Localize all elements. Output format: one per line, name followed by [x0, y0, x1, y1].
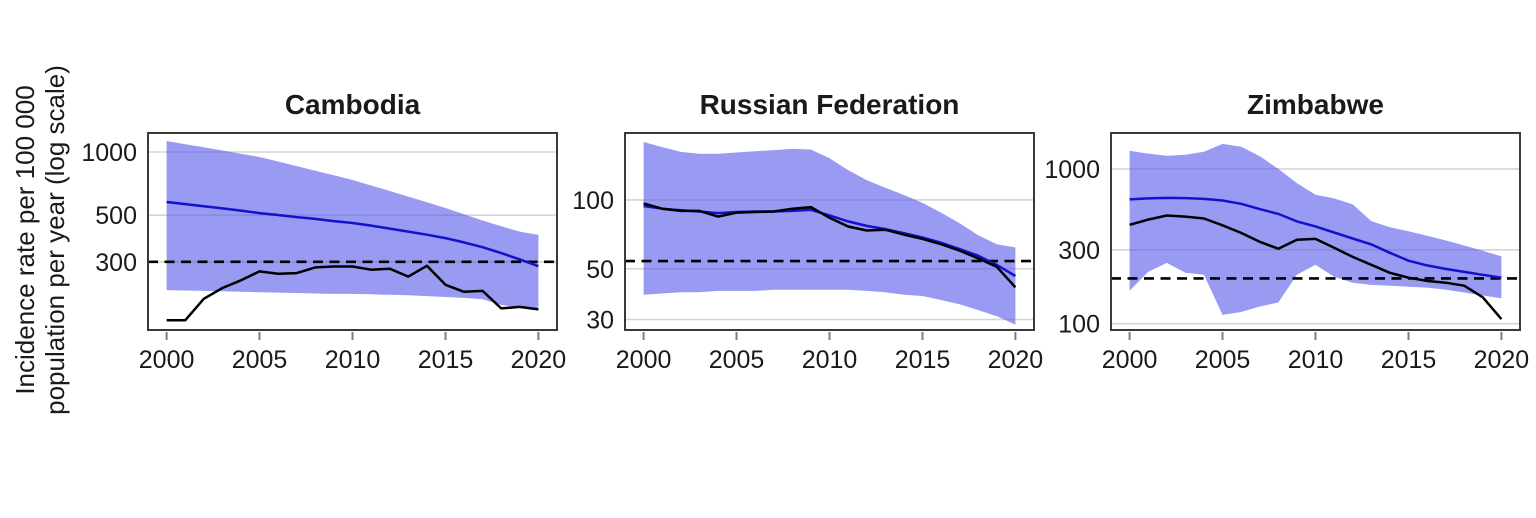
y-axis-tick-label: 50	[586, 256, 614, 284]
x-axis-tick-label: 2005	[1195, 346, 1251, 374]
chart-title: Zimbabwe	[1247, 89, 1384, 120]
estimate-line	[1129, 196, 1502, 279]
x-axis-tick-label: 2000	[139, 346, 195, 374]
plot-border	[624, 132, 1035, 331]
y-axis-tick-label: 100	[572, 187, 614, 215]
y-axis-tick-label: 1000	[81, 139, 137, 167]
plot-border	[1110, 132, 1521, 331]
x-axis-tick-label: 2015	[1381, 346, 1437, 374]
chart-panel-zimbabwe: 2000 2005 2010 2015 2020 1000 300 100 Zimbabwe	[1044, 89, 1529, 374]
chart-title: Russian Federation	[700, 89, 960, 120]
x-axis-tick-label: 2000	[1102, 346, 1158, 374]
x-axis-tick-label: 2010	[1288, 346, 1344, 374]
y-axis-tick-label: 300	[95, 249, 137, 277]
y-axis-label-line2: population per year (log scale)	[40, 65, 70, 415]
y-axis-tick-label: 500	[95, 202, 137, 230]
x-axis-tick-label: 2010	[325, 346, 381, 374]
plot-border	[147, 132, 558, 331]
x-axis-tick-label: 2015	[418, 346, 474, 374]
chart-panel-russian-federation: 2000 2005 2010 2015 2020 100 50 30 Russian Feder…	[572, 89, 1043, 374]
notifications-line	[643, 202, 1017, 289]
uncertainty-band	[1129, 143, 1502, 315]
y-axis-tick-label: 300	[1058, 237, 1100, 265]
x-axis-tick-label: 2005	[709, 346, 765, 374]
x-axis-tick-label: 2000	[616, 346, 672, 374]
notifications-line	[166, 264, 539, 322]
x-axis-tick-label: 2005	[232, 346, 288, 374]
y-axis-tick-label: 100	[1058, 311, 1100, 339]
y-axis-tick-label: 1000	[1044, 156, 1100, 184]
x-axis-tick-label: 2015	[895, 346, 951, 374]
y-axis-label-line1: Incidence rate per 100 000	[10, 85, 40, 394]
uncertainty-band	[166, 141, 539, 311]
x-axis-tick-label: 2020	[1474, 346, 1530, 374]
x-axis-tick-label: 2020	[988, 346, 1044, 374]
chart-panel-cambodia: 2000 2005 2010 2015 2020 1000 500 300 Cambodia	[81, 89, 566, 374]
x-axis-tick-label: 2020	[511, 346, 567, 374]
chart-title: Cambodia	[285, 89, 421, 120]
estimate-line	[166, 200, 539, 268]
notifications-line	[1129, 214, 1503, 320]
x-axis-tick-label: 2010	[802, 346, 858, 374]
uncertainty-band	[643, 142, 1016, 325]
y-axis-tick-label: 30	[586, 307, 614, 335]
